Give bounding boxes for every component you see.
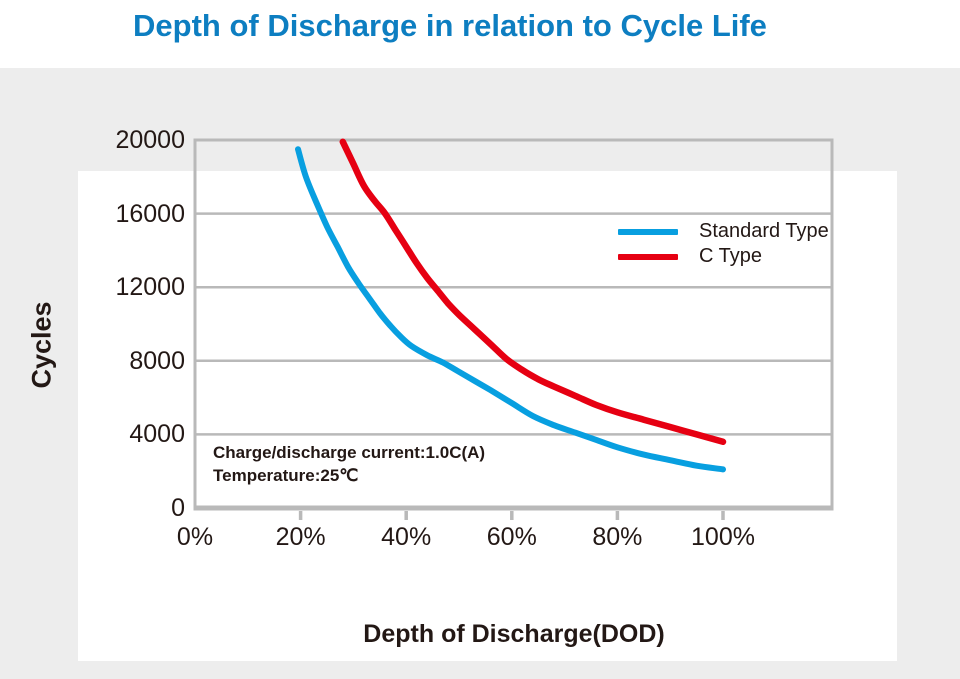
c-type-line-swatch [618, 253, 678, 260]
y-tick-label: 12000 [115, 273, 185, 302]
legend-label: C Type [699, 245, 762, 267]
note-current: Charge/discharge current:1.0C(A) [213, 443, 486, 462]
x-tick-label: 60% [486, 523, 537, 551]
x-axis-title: Depth of Discharge(DOD) [363, 620, 665, 648]
y-tick-label: 4000 [129, 420, 185, 449]
legend: Standard Type C Type [618, 219, 829, 269]
x-tick-label: 0% [176, 523, 214, 551]
legend-label: Standard Type [699, 220, 829, 242]
legend-item-standard-type: Standard Type [618, 219, 829, 244]
note-temperature: Temperature:25℃ [213, 466, 359, 485]
standard-type-line-swatch [618, 228, 678, 235]
y-tick-label: 8000 [129, 346, 185, 375]
test-conditions-note: Charge/discharge current:1.0C(A) Tempera… [213, 441, 485, 487]
legend-item-c-type: C Type [618, 244, 829, 269]
x-tick-label: 100% [691, 523, 755, 551]
y-tick-label: 0 [171, 494, 185, 522]
x-tick-label: 20% [275, 523, 326, 551]
x-tick-label: 40% [381, 523, 432, 551]
y-tick-label: 20000 [115, 126, 185, 154]
chart-title: Depth of Discharge in relation to Cycle … [133, 8, 767, 43]
y-tick-label: 16000 [115, 199, 185, 228]
x-tick-label: 80% [592, 523, 643, 551]
y-axis-tick-labels: 0 4000 8000 12000 16000 20000 [90, 0, 185, 679]
